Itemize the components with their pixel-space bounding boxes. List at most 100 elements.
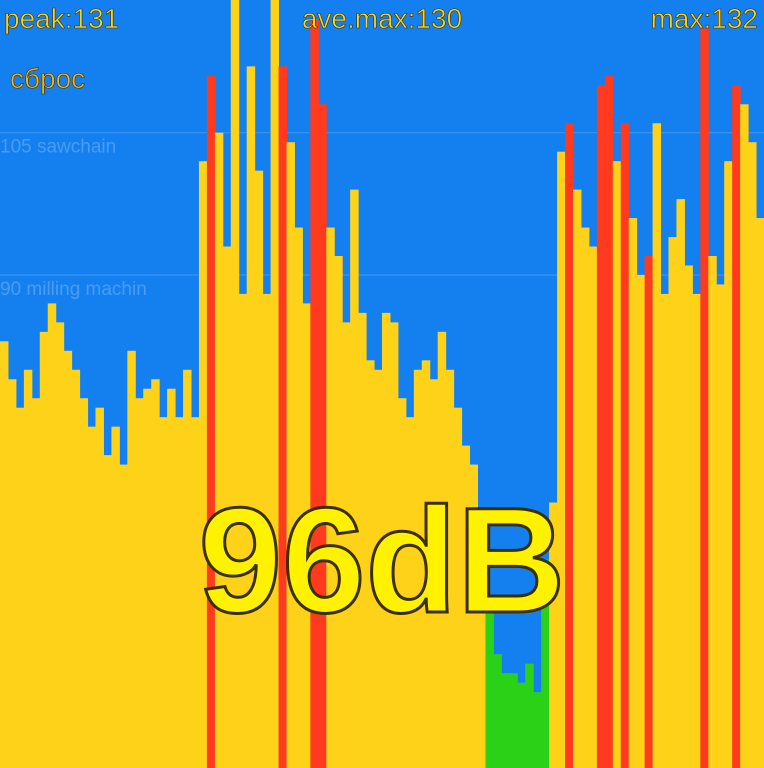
reference-label: 105 sawchain bbox=[0, 137, 116, 158]
level-bar bbox=[270, 0, 280, 768]
level-bar bbox=[103, 455, 112, 768]
level-bar bbox=[127, 350, 136, 768]
level-bar bbox=[437, 331, 447, 768]
level-bar bbox=[334, 256, 343, 768]
level-bar bbox=[636, 274, 646, 768]
level-bar bbox=[262, 293, 272, 768]
level-bar bbox=[397, 398, 407, 768]
level-bar bbox=[366, 360, 375, 768]
level-bar bbox=[7, 379, 17, 768]
level-bar bbox=[676, 199, 685, 768]
level-bar bbox=[588, 246, 598, 768]
level-bar bbox=[557, 151, 566, 768]
level-bar bbox=[0, 341, 9, 768]
level-bar bbox=[461, 445, 471, 768]
level-bar bbox=[509, 673, 518, 768]
level-bar bbox=[342, 322, 351, 768]
level-bar bbox=[573, 189, 582, 768]
level-bar bbox=[421, 360, 431, 768]
level-bar bbox=[748, 142, 757, 768]
level-bar bbox=[326, 227, 335, 768]
level-bar bbox=[71, 369, 81, 768]
level-bar bbox=[55, 322, 65, 768]
level-bar bbox=[660, 293, 669, 768]
level-bar bbox=[63, 350, 73, 768]
level-bar bbox=[151, 379, 160, 768]
level-bar bbox=[668, 237, 677, 768]
peak-label: peak:131 bbox=[4, 3, 119, 34]
level-bar bbox=[644, 256, 654, 768]
level-bar bbox=[501, 673, 510, 768]
level-bar bbox=[286, 142, 295, 768]
level-bar bbox=[183, 369, 192, 768]
level-bar bbox=[565, 123, 574, 768]
level-bar bbox=[246, 66, 256, 768]
level-bar bbox=[525, 663, 534, 768]
level-bar bbox=[533, 692, 542, 768]
level-bar bbox=[549, 502, 558, 768]
level-bar bbox=[254, 170, 264, 768]
level-bar bbox=[23, 369, 33, 768]
level-bar bbox=[318, 104, 327, 768]
level-bar bbox=[159, 417, 168, 768]
level-bar bbox=[119, 464, 128, 768]
level-bar bbox=[382, 312, 391, 768]
level-bar bbox=[278, 66, 287, 768]
level-bar bbox=[358, 312, 367, 768]
level-bar bbox=[692, 293, 701, 768]
level-bar bbox=[493, 654, 502, 768]
level-bar bbox=[167, 388, 176, 768]
level-bar bbox=[756, 218, 764, 768]
level-reading: 96dB bbox=[199, 476, 566, 644]
level-bar bbox=[740, 104, 749, 768]
level-bar bbox=[517, 682, 526, 768]
level-bar bbox=[724, 161, 733, 768]
reset-button[interactable]: сброс bbox=[10, 63, 86, 95]
level-bar bbox=[453, 407, 463, 768]
level-bar bbox=[31, 398, 41, 768]
level-bar bbox=[580, 227, 590, 768]
reference-label: 90 milling machin bbox=[0, 279, 147, 300]
level-bar bbox=[716, 284, 725, 768]
level-bar bbox=[389, 322, 399, 768]
level-bar bbox=[135, 398, 144, 768]
level-bar bbox=[429, 379, 439, 768]
level-bar bbox=[700, 28, 709, 768]
level-bar bbox=[111, 426, 120, 768]
level-bar bbox=[628, 218, 638, 768]
level-bar bbox=[684, 265, 693, 768]
level-bar bbox=[47, 303, 57, 768]
max-label: max:132 bbox=[651, 3, 758, 34]
level-bar bbox=[310, 18, 319, 768]
ave-max-label: ave.max:130 bbox=[302, 3, 462, 34]
level-bar bbox=[206, 75, 216, 768]
level-bar bbox=[214, 132, 224, 768]
level-bar bbox=[620, 123, 630, 768]
level-bar bbox=[477, 540, 486, 768]
level-bar bbox=[485, 606, 494, 768]
level-bar bbox=[95, 407, 104, 768]
level-bar bbox=[413, 369, 423, 768]
level-bar bbox=[175, 417, 184, 768]
level-bar bbox=[612, 161, 622, 768]
level-bar bbox=[15, 407, 25, 768]
level-bar bbox=[708, 256, 717, 768]
level-bar bbox=[469, 464, 478, 768]
level-bar bbox=[604, 75, 614, 768]
level-bar bbox=[294, 227, 303, 768]
level-bar bbox=[230, 0, 240, 768]
level-bar bbox=[39, 331, 49, 768]
level-bar bbox=[732, 85, 741, 768]
level-bar bbox=[350, 189, 359, 768]
level-bar bbox=[198, 161, 208, 768]
level-bar bbox=[652, 123, 662, 768]
level-bar bbox=[405, 417, 415, 768]
level-bar bbox=[541, 559, 550, 768]
level-bar bbox=[79, 398, 89, 768]
level-bar bbox=[445, 369, 455, 768]
level-bar bbox=[238, 293, 248, 768]
level-bar bbox=[191, 417, 200, 768]
level-bar bbox=[302, 303, 311, 768]
level-bar bbox=[143, 388, 152, 768]
